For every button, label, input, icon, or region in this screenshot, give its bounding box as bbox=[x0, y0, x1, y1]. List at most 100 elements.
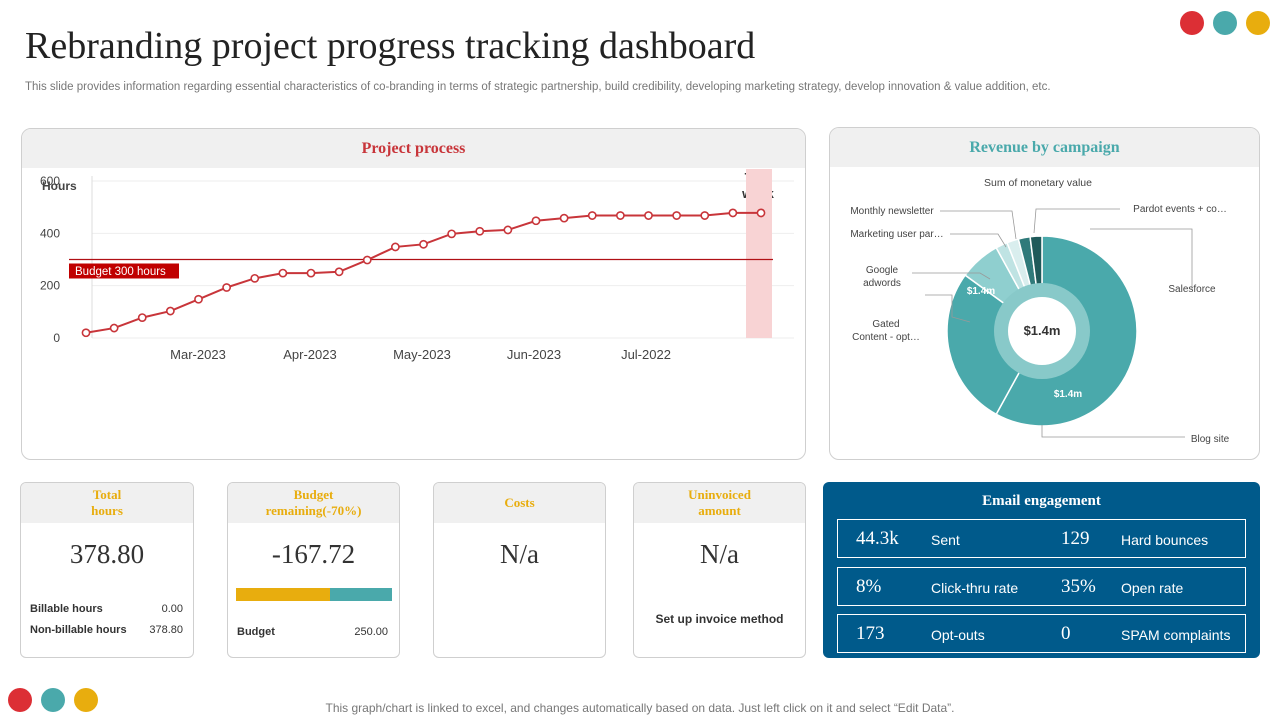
spam-value: 0 bbox=[1061, 623, 1071, 644]
total-hours-title: Total hours bbox=[21, 483, 193, 523]
google-slice-value: $1.4m bbox=[967, 286, 995, 297]
y-axis-label: Hours bbox=[42, 179, 77, 193]
hours-data-point[interactable] bbox=[222, 283, 232, 292]
costs-card[interactable]: Costs N/a bbox=[433, 482, 606, 658]
label-google-2: adwords bbox=[863, 278, 901, 289]
label-salesforce: Salesforce bbox=[1168, 284, 1216, 295]
budget-bar-remaining bbox=[329, 588, 392, 601]
hours-data-point[interactable] bbox=[503, 225, 513, 235]
email-row-rates: 8% Click-thru rate 35% Open rate bbox=[837, 567, 1246, 606]
x-tick-label: Mar-2023 bbox=[170, 347, 226, 362]
project-process-title: Project process bbox=[22, 129, 805, 168]
hours-data-point[interactable] bbox=[531, 216, 541, 226]
budget-progress-bar bbox=[236, 588, 392, 601]
donut-hole bbox=[1008, 297, 1076, 365]
hours-data-point[interactable] bbox=[728, 208, 738, 218]
email-engagement-panel[interactable]: Email engagement 44.3k Sent 129 Hard bou… bbox=[823, 482, 1260, 658]
budget-remaining-value: -167.72 bbox=[271, 539, 356, 569]
opt-outs-label: Opt-outs bbox=[931, 627, 985, 643]
label-pardot: Pardot events + co… bbox=[1133, 204, 1227, 215]
hours-series-line bbox=[85, 211, 761, 334]
revenue-donut-chart[interactable]: Sum of monetary value $1.4m $1.4m $1.4m … bbox=[830, 167, 1260, 460]
sent-label: Sent bbox=[931, 532, 960, 548]
budget-label-box bbox=[69, 263, 179, 279]
budget-value: 250.00 bbox=[354, 626, 388, 638]
budget-row: Budget 250.00 bbox=[237, 626, 388, 638]
hours-data-point[interactable] bbox=[81, 328, 91, 338]
uninvoiced-value: N/a bbox=[700, 539, 739, 569]
hours-data-point[interactable] bbox=[447, 229, 457, 239]
footer-note: This graph/chart is linked to excel, and… bbox=[325, 701, 955, 715]
x-tick-label: Jun-2023 bbox=[507, 347, 561, 362]
total-hours-value: 378.80 bbox=[69, 539, 145, 569]
revenue-panel[interactable]: Revenue by campaign Sum of monetary valu… bbox=[829, 127, 1260, 460]
teal-dot-icon bbox=[41, 688, 65, 712]
project-process-panel[interactable]: Project process Hours This week 02004006… bbox=[21, 128, 806, 460]
x-tick-label: May-2023 bbox=[393, 347, 451, 362]
budget-label: Budget bbox=[237, 626, 275, 638]
hours-data-point[interactable] bbox=[672, 211, 682, 220]
label-gated-1: Gated bbox=[872, 319, 899, 330]
uninvoiced-card[interactable]: Uninvoiced amount N/a Set up invoice meth… bbox=[633, 482, 806, 658]
click-thru-label: Click-thru rate bbox=[931, 580, 1019, 596]
red-dot-icon bbox=[1180, 11, 1204, 35]
budget-label: Budget 300 hours bbox=[75, 266, 166, 278]
leader-lines bbox=[912, 208, 1193, 438]
revenue-title: Revenue by campaign bbox=[830, 128, 1259, 167]
hours-data-point[interactable] bbox=[644, 211, 653, 220]
hours-data-point[interactable] bbox=[334, 267, 344, 277]
billable-hours-value: 0.00 bbox=[161, 603, 183, 615]
hours-data-point[interactable] bbox=[700, 211, 710, 220]
label-blog-site: Blog site bbox=[1191, 434, 1230, 445]
billable-hours-row: Billable hours 0.00 bbox=[30, 603, 183, 615]
open-rate-value: 35% bbox=[1061, 576, 1096, 597]
yellow-dot-icon bbox=[1246, 11, 1270, 35]
hard-bounces-label: Hard bounces bbox=[1121, 532, 1209, 548]
decor-dots-top bbox=[1180, 11, 1270, 35]
yellow-dot-icon bbox=[74, 688, 98, 712]
page-subtitle: This slide provides information regardin… bbox=[25, 81, 1051, 93]
y-tick-label: 200 bbox=[40, 279, 60, 293]
hours-data-point[interactable] bbox=[362, 255, 372, 265]
setup-invoice-link[interactable]: Set up invoice method bbox=[655, 612, 784, 626]
hours-data-point[interactable] bbox=[109, 323, 119, 333]
page-title: Rebranding project progress tracking das… bbox=[25, 25, 756, 67]
y-tick-label: 0 bbox=[53, 331, 60, 345]
nonbillable-hours-row: Non-billable hours 378.80 bbox=[30, 624, 183, 636]
costs-title: Costs bbox=[434, 483, 605, 523]
hours-data-point[interactable] bbox=[250, 273, 260, 283]
open-rate-label: Open rate bbox=[1121, 580, 1184, 596]
hours-data-point[interactable] bbox=[419, 239, 428, 249]
donut-center-value: $1.4m bbox=[1024, 323, 1061, 338]
hours-data-point[interactable] bbox=[137, 313, 147, 322]
hours-data-point[interactable] bbox=[475, 226, 485, 236]
hours-data-point[interactable] bbox=[756, 208, 766, 218]
hours-data-point[interactable] bbox=[306, 268, 316, 278]
hours-data-point[interactable] bbox=[615, 211, 625, 220]
email-row-optouts: 173 Opt-outs 0 SPAM complaints bbox=[837, 614, 1246, 653]
hours-data-point[interactable] bbox=[390, 242, 400, 252]
spam-label: SPAM complaints bbox=[1121, 627, 1231, 643]
costs-value: N/a bbox=[500, 539, 539, 569]
x-tick-label: Jul-2022 bbox=[621, 347, 671, 362]
hours-data-point[interactable] bbox=[165, 306, 175, 316]
click-thru-value: 8% bbox=[856, 576, 882, 597]
nonbillable-hours-label: Non-billable hours bbox=[30, 624, 127, 636]
hours-data-point[interactable] bbox=[559, 213, 569, 223]
hours-data-point[interactable] bbox=[278, 268, 288, 278]
red-dot-icon bbox=[8, 688, 32, 712]
pie-slice-gated-content-opt[interactable] bbox=[946, 274, 1043, 416]
label-marketing-user: Marketing user par… bbox=[850, 229, 943, 240]
hours-data-point[interactable] bbox=[194, 294, 203, 304]
hours-data-point[interactable] bbox=[587, 211, 597, 220]
nonbillable-hours-value: 378.80 bbox=[149, 624, 183, 636]
teal-dot-icon bbox=[1213, 11, 1237, 35]
budget-remaining-card[interactable]: Budget remaining(-70%) -167.72 Budget 250… bbox=[227, 482, 400, 658]
label-google-1: Google bbox=[866, 265, 899, 276]
budget-remaining-title: Budget remaining(-70%) bbox=[228, 483, 399, 523]
opt-outs-value: 173 bbox=[856, 623, 885, 644]
pie-title: Sum of monetary value bbox=[984, 177, 1092, 189]
billable-hours-label: Billable hours bbox=[30, 603, 103, 615]
total-hours-card[interactable]: Total hours 378.80 Billable hours 0.00 No… bbox=[20, 482, 194, 658]
